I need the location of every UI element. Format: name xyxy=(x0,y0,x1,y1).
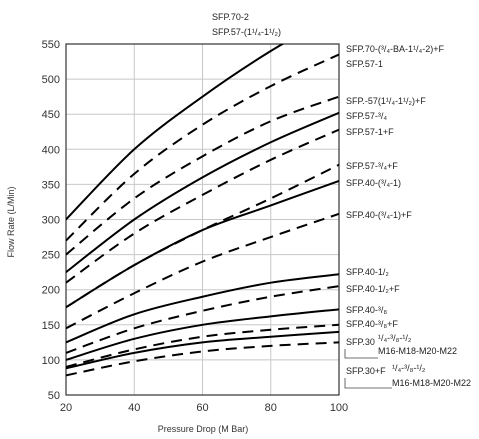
label-r14a: SFP.30+F xyxy=(346,366,386,376)
y-tick-label: 500 xyxy=(42,74,60,86)
label-r14c: M16-M18-M20-M22 xyxy=(392,378,471,388)
label-r1: SFP.70-(³/₄-BA-1¹/₄-2)+F xyxy=(346,44,444,54)
label-r2: SFP.57-1 xyxy=(346,59,383,69)
x-tick-label: 100 xyxy=(330,402,348,414)
series-line-4 xyxy=(66,111,339,273)
series-line-5 xyxy=(66,128,339,284)
y-tick-label: 350 xyxy=(42,179,60,191)
label-r8: SFP.40-(³/₄-1)+F xyxy=(346,210,412,220)
x-tick-label: 20 xyxy=(60,402,72,414)
label-r4: SFP.57-³/₄ xyxy=(346,111,387,121)
series-line-11 xyxy=(66,308,339,361)
label-r3: SFP.-57(1¹/₄-1¹/₂)+F xyxy=(346,96,426,106)
label-sfp57-114-112: SFP.57-(1¹/₄-1¹/₂) xyxy=(212,27,281,37)
y-tick-label: 200 xyxy=(42,285,60,297)
series-line-10 xyxy=(66,285,339,354)
axes: 20 40 60 80 100 50 100 150 200 250 300 350 400 450 500… xyxy=(42,39,349,414)
y-tick-label: 150 xyxy=(42,320,60,332)
y-axis-title: Flow Rate (L/Min) xyxy=(6,186,16,257)
label-sfp70-2: SFP.70-2 xyxy=(212,12,249,22)
series-line-3 xyxy=(66,95,339,256)
x-tick-label: 60 xyxy=(196,402,208,414)
series-line-7 xyxy=(66,179,339,309)
label-r13c: M16-M18-M20-M22 xyxy=(378,346,457,356)
y-tick-label: 250 xyxy=(42,250,60,262)
label-r9: SFP.40-1/₂ xyxy=(346,267,389,277)
label-r7: SFP.40-(³/₄-1) xyxy=(346,178,401,188)
series-line-13 xyxy=(66,330,339,370)
label-r6: SFP.57-³/₄+F xyxy=(346,161,398,171)
series-line-2 xyxy=(66,53,339,242)
label-r13b: ¹/₄-³/₈-¹/₂ xyxy=(378,333,412,343)
leader-line-sfp30-f xyxy=(344,378,392,389)
label-r14b: ¹/₄-³/₈-¹/₂ xyxy=(392,363,426,373)
label-r13a: SFP.30 xyxy=(346,337,375,347)
y-tick-label: 450 xyxy=(42,109,60,121)
y-tick-label: 400 xyxy=(42,144,60,156)
series-lines xyxy=(66,44,339,377)
label-r12: SFP.40-³/₈+F xyxy=(346,319,398,329)
x-tick-label: 80 xyxy=(265,402,277,414)
y-tick-label: 550 xyxy=(42,39,60,51)
series-line-9 xyxy=(66,273,339,344)
label-r10: SFP.40-1/₂+F xyxy=(346,284,400,294)
label-r11: SFP.40-³/₈ xyxy=(346,305,387,315)
x-axis-title: Pressure Drop (M Bar) xyxy=(158,424,249,434)
series-line-1 xyxy=(66,44,285,221)
series-line-14 xyxy=(66,341,339,377)
series-line-8 xyxy=(66,212,339,330)
y-tick-label: 100 xyxy=(42,355,60,367)
x-tick-label: 40 xyxy=(128,402,140,414)
y-tick-label: 300 xyxy=(42,215,60,227)
leader-line-sfp30 xyxy=(344,349,378,359)
label-r5: SFP.57-1+F xyxy=(346,127,394,137)
y-tick-label: 50 xyxy=(48,390,60,402)
